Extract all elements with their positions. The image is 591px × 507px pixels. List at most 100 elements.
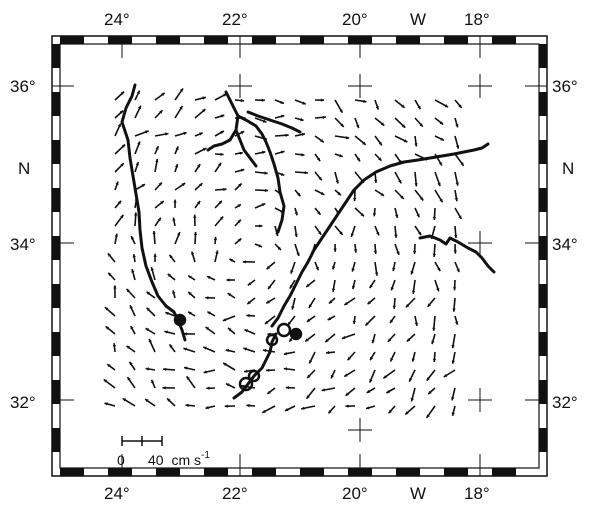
lon-label-top-18: 18° bbox=[464, 10, 490, 29]
border-segment bbox=[444, 36, 468, 44]
velocity-arrow-head bbox=[104, 402, 108, 406]
velocity-arrow-head bbox=[309, 360, 313, 364]
velocity-arrow-head bbox=[432, 216, 437, 220]
velocity-arrow-head bbox=[278, 191, 282, 195]
velocity-arrow-head bbox=[370, 356, 374, 361]
velocity-arrow-head bbox=[267, 332, 271, 336]
velocity-arrow-head bbox=[432, 327, 436, 331]
velocity-arrow-head bbox=[268, 285, 272, 290]
velocity-arrow-head bbox=[135, 162, 139, 166]
velocity-arrow-head bbox=[242, 260, 246, 264]
velocity-arrow-head bbox=[129, 305, 133, 309]
velocity-arrow-head bbox=[394, 234, 398, 238]
velocity-arrow-head bbox=[401, 104, 405, 108]
velocity-arrow-head bbox=[398, 179, 402, 184]
velocity-arrow-head bbox=[320, 139, 324, 143]
border-segment bbox=[52, 236, 60, 260]
velocity-arrow-head bbox=[280, 172, 285, 176]
border-segment bbox=[492, 36, 516, 44]
velocity-arrow-head bbox=[283, 367, 287, 371]
lon-label-bottom-18: 18° bbox=[464, 484, 490, 503]
velocity-arrow-head bbox=[137, 105, 141, 110]
velocity-arrow-head bbox=[240, 168, 245, 172]
lat-label-right-34: 34° bbox=[552, 235, 578, 254]
velocity-arrow-head bbox=[417, 105, 421, 110]
velocity-arrow-head bbox=[345, 392, 350, 396]
velocity-arrow-head bbox=[220, 114, 225, 118]
velocity-arrow-head bbox=[134, 212, 138, 216]
velocity-arrow-head bbox=[169, 254, 173, 259]
velocity-arrow-head bbox=[148, 339, 152, 343]
border-segment bbox=[539, 332, 547, 356]
velocity-arrow-head bbox=[451, 345, 455, 349]
velocity-arrow-head bbox=[132, 254, 136, 258]
lon-hemisphere-top: W bbox=[410, 10, 426, 29]
velocity-arrow-head bbox=[114, 233, 118, 237]
velocity-arrow-head bbox=[345, 136, 350, 140]
border-segment bbox=[539, 428, 547, 452]
map-frame bbox=[51, 35, 548, 477]
velocity-arrow-head bbox=[383, 375, 387, 379]
velocity-arrow-head bbox=[130, 326, 134, 330]
velocity-arrow-head bbox=[345, 404, 349, 408]
velocity-arrow-head bbox=[266, 368, 270, 372]
drifter-track-north bbox=[206, 90, 302, 234]
velocity-arrow-head bbox=[127, 377, 131, 381]
velocity-arrow-head bbox=[439, 121, 444, 125]
velocity-arrow-head bbox=[277, 246, 281, 251]
drifter-track-west bbox=[120, 83, 187, 342]
velocity-arrow-head bbox=[331, 288, 336, 292]
velocity-arrow-head bbox=[414, 183, 418, 187]
velocity-arrow-head bbox=[219, 216, 224, 220]
velocity-arrow-head bbox=[322, 115, 326, 119]
velocity-arrow-head bbox=[406, 338, 411, 342]
velocity-arrow-head bbox=[131, 269, 135, 273]
velocity-arrow-head bbox=[225, 349, 230, 353]
velocity-arrow-head bbox=[410, 398, 414, 402]
velocity-arrow-head bbox=[167, 398, 171, 402]
velocity-arrow-head bbox=[121, 144, 126, 148]
border-segment bbox=[539, 92, 547, 116]
drifter-tracks bbox=[120, 83, 496, 400]
lat-label-right-32: 32° bbox=[552, 393, 578, 412]
velocity-arrow-head bbox=[183, 332, 187, 336]
velocity-arrow-head bbox=[213, 236, 218, 241]
velocity-arrow-head bbox=[206, 386, 210, 390]
velocity-arrow-head bbox=[167, 273, 172, 278]
velocity-arrow-head bbox=[280, 209, 284, 213]
velocity-arrow-head bbox=[113, 285, 117, 289]
velocity-arrow-head bbox=[428, 390, 432, 394]
velocity-arrow-head bbox=[283, 351, 288, 356]
lat-hemisphere-right: N bbox=[562, 159, 574, 178]
velocity-arrow-head bbox=[301, 132, 305, 137]
velocity-arrow-head bbox=[420, 197, 424, 201]
velocity-arrow-head bbox=[205, 327, 210, 331]
velocity-arrow-head bbox=[281, 150, 285, 154]
velocity-arrow-head bbox=[122, 398, 127, 402]
velocity-arrow-head bbox=[455, 182, 459, 186]
border-segment bbox=[539, 188, 547, 212]
velocity-arrow-head bbox=[432, 358, 437, 362]
lat-label-left-32: 32° bbox=[10, 393, 36, 412]
velocity-arrow-head bbox=[131, 236, 135, 240]
velocity-arrow-head bbox=[126, 288, 130, 293]
velocity-arrow-head bbox=[396, 251, 400, 255]
velocity-arrow-head bbox=[247, 282, 252, 286]
velocity-arrow-head bbox=[145, 367, 149, 371]
velocity-arrow-head bbox=[451, 412, 455, 416]
lat-hemisphere-left: N bbox=[18, 159, 30, 178]
velocity-arrow-head bbox=[390, 358, 394, 362]
velocity-arrow-head bbox=[413, 250, 417, 254]
scale-bar-zero: 0 bbox=[117, 452, 125, 468]
velocity-arrow-head bbox=[363, 99, 367, 103]
velocity-arrow-head bbox=[222, 318, 227, 322]
velocity-arrow-head bbox=[371, 339, 375, 344]
velocity-arrow-head bbox=[453, 250, 457, 254]
velocity-arrow-head bbox=[202, 148, 207, 151]
velocity-arrow-head bbox=[388, 409, 392, 414]
velocity-arrow-head bbox=[238, 183, 242, 187]
border-segment bbox=[52, 188, 60, 212]
velocity-arrow-head bbox=[362, 141, 366, 145]
velocity-arrow-head bbox=[165, 311, 169, 315]
